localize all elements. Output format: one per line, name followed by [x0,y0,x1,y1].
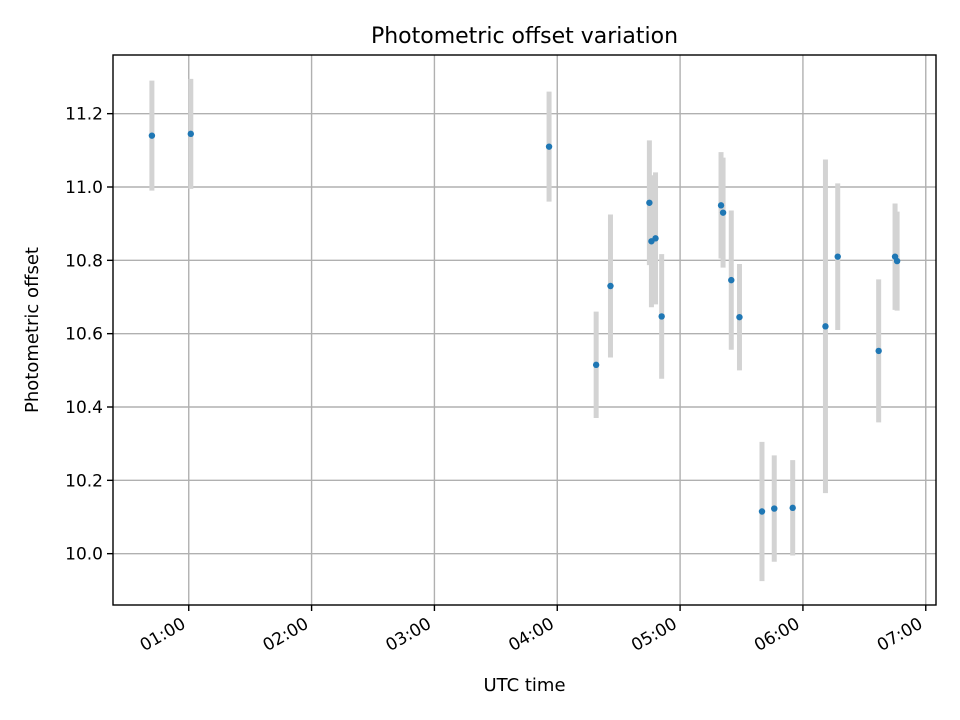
data-point [771,505,778,512]
data-point [187,130,194,138]
data-point [592,361,600,369]
data-point [658,313,665,320]
data-point [728,276,735,284]
y-axis-label: Photometric offset [22,247,43,413]
data-point [717,202,725,209]
data-point [148,132,156,139]
data-point [545,143,553,150]
y-tick-label: 10.6 [65,325,103,345]
y-tick-label: 10.4 [65,398,103,418]
data-point [646,199,653,206]
y-tick-label: 10.8 [65,251,103,271]
chart-title: Photometric offset variation [371,24,678,49]
data-point [758,508,766,515]
x-axis-label: UTC time [483,675,565,696]
data-point [822,323,829,330]
y-tick-label: 10.2 [65,471,103,491]
plot-frame [112,54,937,606]
y-tick-label: 10.0 [65,545,103,565]
data-point [834,253,841,260]
data-point [736,313,743,321]
y-tick-label: 11.0 [65,178,103,198]
data-point [719,209,727,216]
y-axis-ticks: 10.0 10.2 10.4 10.6 10.8 11.0 11.2 [65,105,113,565]
data-point [893,257,901,265]
grid-layer [113,55,936,605]
data-point-layer [148,130,901,515]
y-tick-label: 11.2 [65,105,103,125]
data-point [875,347,882,355]
data-point [607,282,614,290]
data-point [789,504,796,512]
data-point [652,235,659,242]
